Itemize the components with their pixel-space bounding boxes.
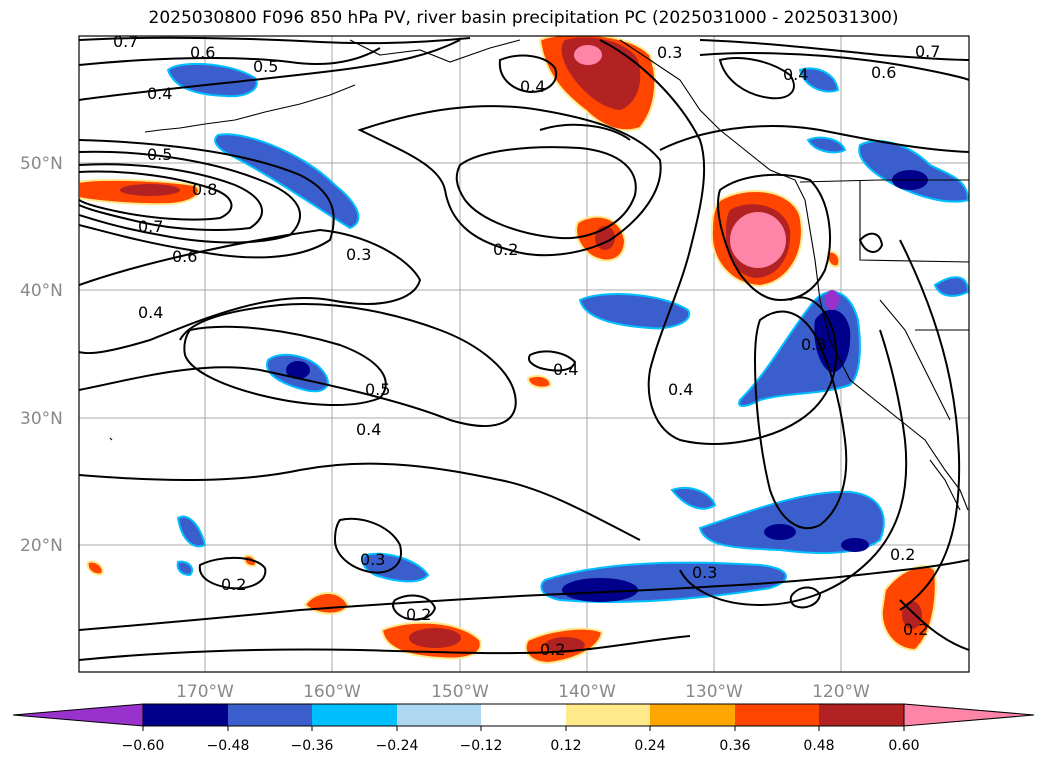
lon-label: 150°W bbox=[431, 682, 489, 702]
pv-contours bbox=[79, 36, 969, 661]
colorbar-segment bbox=[481, 704, 566, 726]
precip-core bbox=[120, 184, 180, 196]
colorbar-segment bbox=[650, 704, 735, 726]
colorbar-ticks bbox=[142, 726, 905, 731]
contour-label: 0.6 bbox=[190, 43, 215, 62]
precip-core bbox=[409, 628, 461, 648]
precip-patch bbox=[214, 133, 360, 230]
lat-label: 30°N bbox=[20, 409, 63, 429]
contour-label: 0.3 bbox=[360, 550, 385, 569]
contour-label: 0.5 bbox=[253, 57, 278, 76]
contour-label: 0.8 bbox=[192, 180, 217, 199]
colorbar-tick-label: 0.12 bbox=[550, 738, 581, 754]
contour-label: 0.3 bbox=[657, 43, 682, 62]
contour-label: 0.3 bbox=[801, 335, 826, 354]
colorbar-tick-label: −0.60 bbox=[122, 738, 165, 754]
contour-label: 0.4 bbox=[553, 360, 578, 379]
precip-core bbox=[545, 637, 585, 653]
colorbar-tick-label: 0.48 bbox=[803, 738, 834, 754]
contour-label: 0.6 bbox=[871, 63, 896, 82]
lon-label: 120°W bbox=[812, 682, 870, 702]
precip-patch bbox=[176, 560, 194, 577]
lat-label: 50°N bbox=[20, 154, 63, 174]
contour-label: 0.4 bbox=[668, 380, 693, 399]
lon-label: 130°W bbox=[685, 682, 743, 702]
coastlines bbox=[109, 39, 969, 511]
colorbar-segment bbox=[228, 704, 312, 726]
colorbar-tick-label: −0.12 bbox=[460, 738, 503, 754]
lon-label: 160°W bbox=[303, 682, 361, 702]
colorbar-segment bbox=[143, 704, 228, 726]
precip-core bbox=[764, 524, 796, 540]
precip-core bbox=[841, 538, 869, 552]
contour-label: 0.2 bbox=[493, 240, 518, 259]
map-title: 2025030800 F096 850 hPa PV, river basin … bbox=[148, 8, 899, 28]
lon-label: 140°W bbox=[558, 682, 616, 702]
colorbar-segment bbox=[397, 704, 481, 726]
contour-label: 0.2 bbox=[540, 640, 565, 659]
precip-patch bbox=[86, 560, 104, 576]
contour-label: 0.4 bbox=[138, 303, 163, 322]
colorbar-extend-min bbox=[12, 703, 144, 727]
precip-patch bbox=[806, 136, 847, 154]
colorbar-tick-label: −0.36 bbox=[291, 738, 334, 754]
colorbar-tick-label: −0.24 bbox=[376, 738, 419, 754]
map-panel: 0.7 0.6 0.5 0.4 0.5 0.8 0.7 0.6 0.4 0.3 … bbox=[79, 32, 969, 672]
precip-extreme bbox=[825, 290, 839, 310]
contour-label: 0.3 bbox=[346, 245, 371, 264]
colorbar-segment bbox=[735, 704, 819, 726]
contour-label: 0.7 bbox=[915, 42, 940, 61]
precip-patch bbox=[798, 67, 840, 93]
colorbar-segment bbox=[566, 704, 650, 726]
contour-labels: 0.7 0.6 0.5 0.4 0.5 0.8 0.7 0.6 0.4 0.3 … bbox=[113, 32, 940, 659]
longitude-labels: 170°W 160°W 150°W 140°W 130°W 120°W bbox=[176, 682, 870, 702]
contour-label: 0.6 bbox=[172, 247, 197, 266]
precip-peak bbox=[730, 212, 786, 268]
contour-label: 0.5 bbox=[365, 380, 390, 399]
contour-label: 0.4 bbox=[356, 420, 381, 439]
precip-patch bbox=[166, 62, 258, 98]
contour-label: 0.4 bbox=[147, 84, 172, 103]
latitude-labels: 50°N 40°N 30°N 20°N bbox=[20, 154, 63, 556]
precip-patch bbox=[933, 276, 969, 297]
precip-core bbox=[286, 361, 310, 379]
lon-label: 170°W bbox=[176, 682, 234, 702]
colorbar-tick-label: 0.24 bbox=[634, 738, 665, 754]
colorbar: −0.60 −0.48 −0.36 −0.24 −0.12 0.12 0.24 … bbox=[12, 703, 1035, 754]
precip-patch bbox=[670, 486, 717, 510]
precip-peak bbox=[574, 45, 602, 65]
contour-label: 0.2 bbox=[890, 545, 915, 564]
colorbar-tick-label: 0.60 bbox=[888, 738, 919, 754]
contour-label: 0.2 bbox=[406, 605, 431, 624]
contour-label: 0.7 bbox=[138, 217, 163, 236]
contour-label: 0.7 bbox=[113, 32, 138, 51]
contour-label: 0.2 bbox=[221, 575, 246, 594]
colorbar-extend-max bbox=[903, 703, 1035, 727]
contour-label: 0.3 bbox=[692, 563, 717, 582]
contour-label: 0.2 bbox=[903, 620, 928, 639]
colorbar-tick-label: 0.36 bbox=[719, 738, 750, 754]
contour-label: 0.5 bbox=[147, 145, 172, 164]
lat-label: 40°N bbox=[20, 281, 63, 301]
contour-label: 0.4 bbox=[520, 77, 545, 96]
precip-patch bbox=[176, 515, 207, 548]
colorbar-segment bbox=[312, 704, 397, 726]
colorbar-segment bbox=[819, 704, 904, 726]
precip-patch bbox=[578, 293, 691, 330]
lat-label: 20°N bbox=[20, 536, 63, 556]
colorbar-tick-label: −0.48 bbox=[207, 738, 250, 754]
contour-label: 0.4 bbox=[783, 65, 808, 84]
precip-core bbox=[814, 309, 851, 373]
precip-core bbox=[562, 578, 638, 602]
precip-patch bbox=[526, 375, 552, 389]
map-frame bbox=[78, 35, 970, 673]
